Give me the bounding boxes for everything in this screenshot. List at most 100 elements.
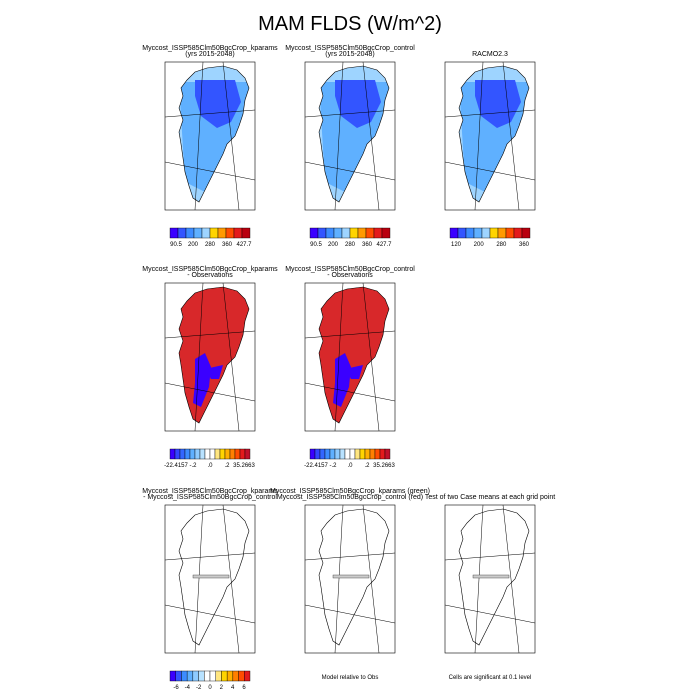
map-panel xyxy=(164,282,256,432)
panel-title: Myccost_ISSP585Clm50BgcCrop_kparams xyxy=(142,45,278,52)
panel-title: Myccost_ISSP585Clm50BgcCrop_control (red… xyxy=(277,494,423,501)
colorbar-swatch xyxy=(364,448,371,460)
colorbar-swatch xyxy=(177,227,187,239)
colorbar-label: .2 xyxy=(224,463,230,469)
colorbar-swatch xyxy=(497,227,507,239)
colorbar-swatch xyxy=(309,227,319,239)
panel-title: Myccost_ISSP585Clm50BgcCrop_kparams xyxy=(142,488,278,495)
colorbar-swatch xyxy=(229,448,236,460)
colorbar-swatch xyxy=(201,227,211,239)
transect xyxy=(332,574,370,579)
colorbar-label: 35.2663 xyxy=(233,463,255,469)
colorbar-label: -4 xyxy=(185,685,191,691)
colorbar-swatch xyxy=(339,448,346,460)
panel-note: Model relative to Obs xyxy=(322,675,379,681)
colorbar-swatch xyxy=(473,227,483,239)
colorbar-swatch xyxy=(199,448,206,460)
colorbar-swatch xyxy=(354,448,361,460)
graticule xyxy=(304,109,396,118)
colorbar-swatch xyxy=(505,227,515,239)
colorbar-label: 90.5 xyxy=(170,242,182,248)
colorbar-swatch xyxy=(185,227,195,239)
colorbar-swatch xyxy=(333,227,343,239)
graticule xyxy=(334,504,344,654)
colorbar-label: 120 xyxy=(451,242,462,248)
colorbar-label: 35.2663 xyxy=(373,463,395,469)
colorbar-swatch xyxy=(244,670,251,682)
map-frame xyxy=(304,504,396,654)
colorbar-swatch xyxy=(174,448,181,460)
colorbar-swatch xyxy=(204,448,211,460)
map-panel xyxy=(304,504,396,654)
graticule xyxy=(474,61,484,211)
colorbar-swatch xyxy=(481,227,491,239)
colorbar-label: .0 xyxy=(207,463,213,469)
colorbar-swatch xyxy=(232,670,239,682)
colorbar-label: -22.4157 xyxy=(164,463,188,469)
colorbar-label: 90.5 xyxy=(310,242,322,248)
colorbar-swatch xyxy=(184,448,191,460)
panel-title: - Observations xyxy=(187,272,233,279)
colorbar-swatch xyxy=(325,227,335,239)
colorbar-swatch xyxy=(309,448,316,460)
colorbar-swatch xyxy=(329,448,336,460)
colorbar-swatch xyxy=(209,670,216,682)
panel-title: Myccost_ISSP585Clm50BgcCrop_kparams (gre… xyxy=(270,488,430,495)
colorbar-swatch xyxy=(381,227,391,239)
colorbar-swatch xyxy=(489,227,499,239)
colorbar-label: 0 xyxy=(208,685,212,691)
map-panel xyxy=(164,61,256,211)
colorbar-swatch xyxy=(189,448,196,460)
figure-title: MAM FLDS (W/m^2) xyxy=(258,13,442,35)
colorbar-swatch xyxy=(349,227,359,239)
graticule xyxy=(502,504,520,654)
graticule xyxy=(222,282,240,432)
colorbar-swatch xyxy=(244,448,251,460)
colorbar-label: -6 xyxy=(173,685,179,691)
panel-title: Myccost_ISSP585Clm50BgcCrop_control xyxy=(285,45,415,52)
colorbar-label: -.2 xyxy=(329,463,337,469)
map-panel xyxy=(304,282,396,432)
colorbar-swatch xyxy=(219,448,226,460)
colorbar-swatch xyxy=(169,227,179,239)
panel-title: - Myccost_ISSP585Clm50BgcCrop_control xyxy=(143,494,277,501)
colorbar-swatch xyxy=(214,448,221,460)
graticule xyxy=(194,61,204,211)
transect xyxy=(472,574,510,579)
colorbar-swatch xyxy=(365,227,375,239)
graticule xyxy=(444,161,536,181)
colorbar-label: 280 xyxy=(496,242,507,248)
colorbar-swatch xyxy=(317,227,327,239)
graticule xyxy=(222,504,240,654)
colorbar-swatch xyxy=(198,670,205,682)
colorbar-swatch xyxy=(233,227,243,239)
colorbar-swatch xyxy=(204,670,211,682)
colorbar-label: 427.7 xyxy=(236,242,252,248)
colorbar-label: 6 xyxy=(242,685,246,691)
map-frame xyxy=(164,504,256,654)
colorbar-swatch xyxy=(169,448,176,460)
panel-title: RACMO2.3 xyxy=(472,51,508,58)
colorbar-swatch xyxy=(217,227,227,239)
graticule xyxy=(194,282,204,432)
colorbar-swatch xyxy=(513,227,523,239)
graticule xyxy=(444,552,536,561)
panel-title: Myccost_ISSP585Clm50BgcCrop_control xyxy=(285,266,415,273)
graticule xyxy=(304,604,396,624)
colorbar-label: 4 xyxy=(231,685,235,691)
colorbar-label: 200 xyxy=(474,242,485,248)
panel-title: (yrs 2015-2048) xyxy=(325,51,374,58)
colorbar-label: .0 xyxy=(347,463,353,469)
panel-title: - Observations xyxy=(327,272,373,279)
colorbar-swatch xyxy=(324,448,331,460)
colorbar-swatch xyxy=(344,448,351,460)
colorbar-swatch xyxy=(239,448,246,460)
map-panel xyxy=(304,61,396,211)
panel-note: Cells are significant at 0.1 level xyxy=(449,675,532,681)
colorbar-label: -.2 xyxy=(189,463,197,469)
map-panel xyxy=(444,61,536,211)
colorbar-swatch xyxy=(175,670,182,682)
colorbar-swatch xyxy=(457,227,467,239)
colorbar-swatch xyxy=(379,448,386,460)
